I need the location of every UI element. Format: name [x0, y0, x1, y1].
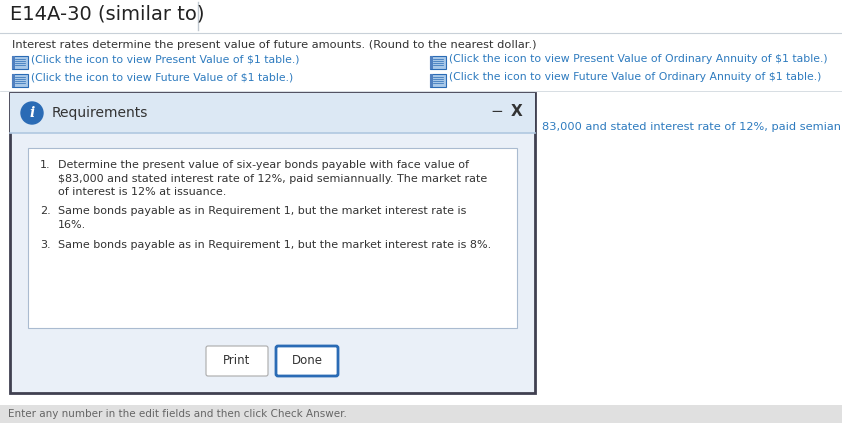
Bar: [28, 148, 517, 328]
Text: E14A-30 (similar to): E14A-30 (similar to): [10, 5, 205, 24]
Bar: [12, 56, 28, 69]
Text: 83,000 and stated interest rate of 12%, paid semian: 83,000 and stated interest rate of 12%, …: [542, 122, 841, 132]
Text: Same bonds payable as in Requirement 1, but the market interest rate is 8%.: Same bonds payable as in Requirement 1, …: [58, 239, 491, 250]
Text: Print: Print: [223, 354, 251, 368]
FancyBboxPatch shape: [206, 346, 268, 376]
Text: 2.: 2.: [40, 206, 51, 217]
Text: (Click the icon to view Present Value of $1 table.): (Click the icon to view Present Value of…: [31, 54, 300, 64]
Text: $83,000 and stated interest rate of 12%, paid semiannually. The market rate: $83,000 and stated interest rate of 12%,…: [58, 173, 488, 184]
Bar: [430, 74, 433, 87]
Bar: [430, 56, 446, 69]
Text: Enter any number in the edit fields and then click Check Answer.: Enter any number in the edit fields and …: [8, 409, 347, 419]
Bar: [12, 56, 15, 69]
FancyBboxPatch shape: [276, 346, 338, 376]
Bar: [430, 56, 433, 69]
Bar: [12, 74, 28, 87]
Text: (Click the icon to view Future Value of $1 table.): (Click the icon to view Future Value of …: [31, 72, 293, 82]
Text: Determine the present value of six-year bonds payable with face value of: Determine the present value of six-year …: [58, 160, 469, 170]
Text: X: X: [511, 104, 523, 118]
Bar: [430, 74, 446, 87]
Bar: [12, 74, 15, 87]
Text: 1.: 1.: [40, 160, 51, 170]
Text: Same bonds payable as in Requirement 1, but the market interest rate is: Same bonds payable as in Requirement 1, …: [58, 206, 466, 217]
Text: i: i: [29, 106, 35, 120]
Bar: [0, 405, 842, 423]
Circle shape: [21, 102, 43, 124]
Text: 16%.: 16%.: [58, 220, 86, 230]
Text: 3.: 3.: [40, 239, 51, 250]
Bar: [10, 93, 535, 393]
Text: (Click the icon to view Present Value of Ordinary Annuity of $1 table.): (Click the icon to view Present Value of…: [449, 54, 828, 64]
Text: Requirements: Requirements: [52, 106, 148, 120]
Text: Done: Done: [291, 354, 322, 368]
Text: Interest rates determine the present value of future amounts. (Round to the near: Interest rates determine the present val…: [12, 40, 536, 50]
Bar: [10, 93, 535, 133]
Text: of interest is 12% at issuance.: of interest is 12% at issuance.: [58, 187, 226, 197]
Text: (Click the icon to view Future Value of Ordinary Annuity of $1 table.): (Click the icon to view Future Value of …: [449, 72, 822, 82]
Text: −: −: [491, 104, 504, 118]
